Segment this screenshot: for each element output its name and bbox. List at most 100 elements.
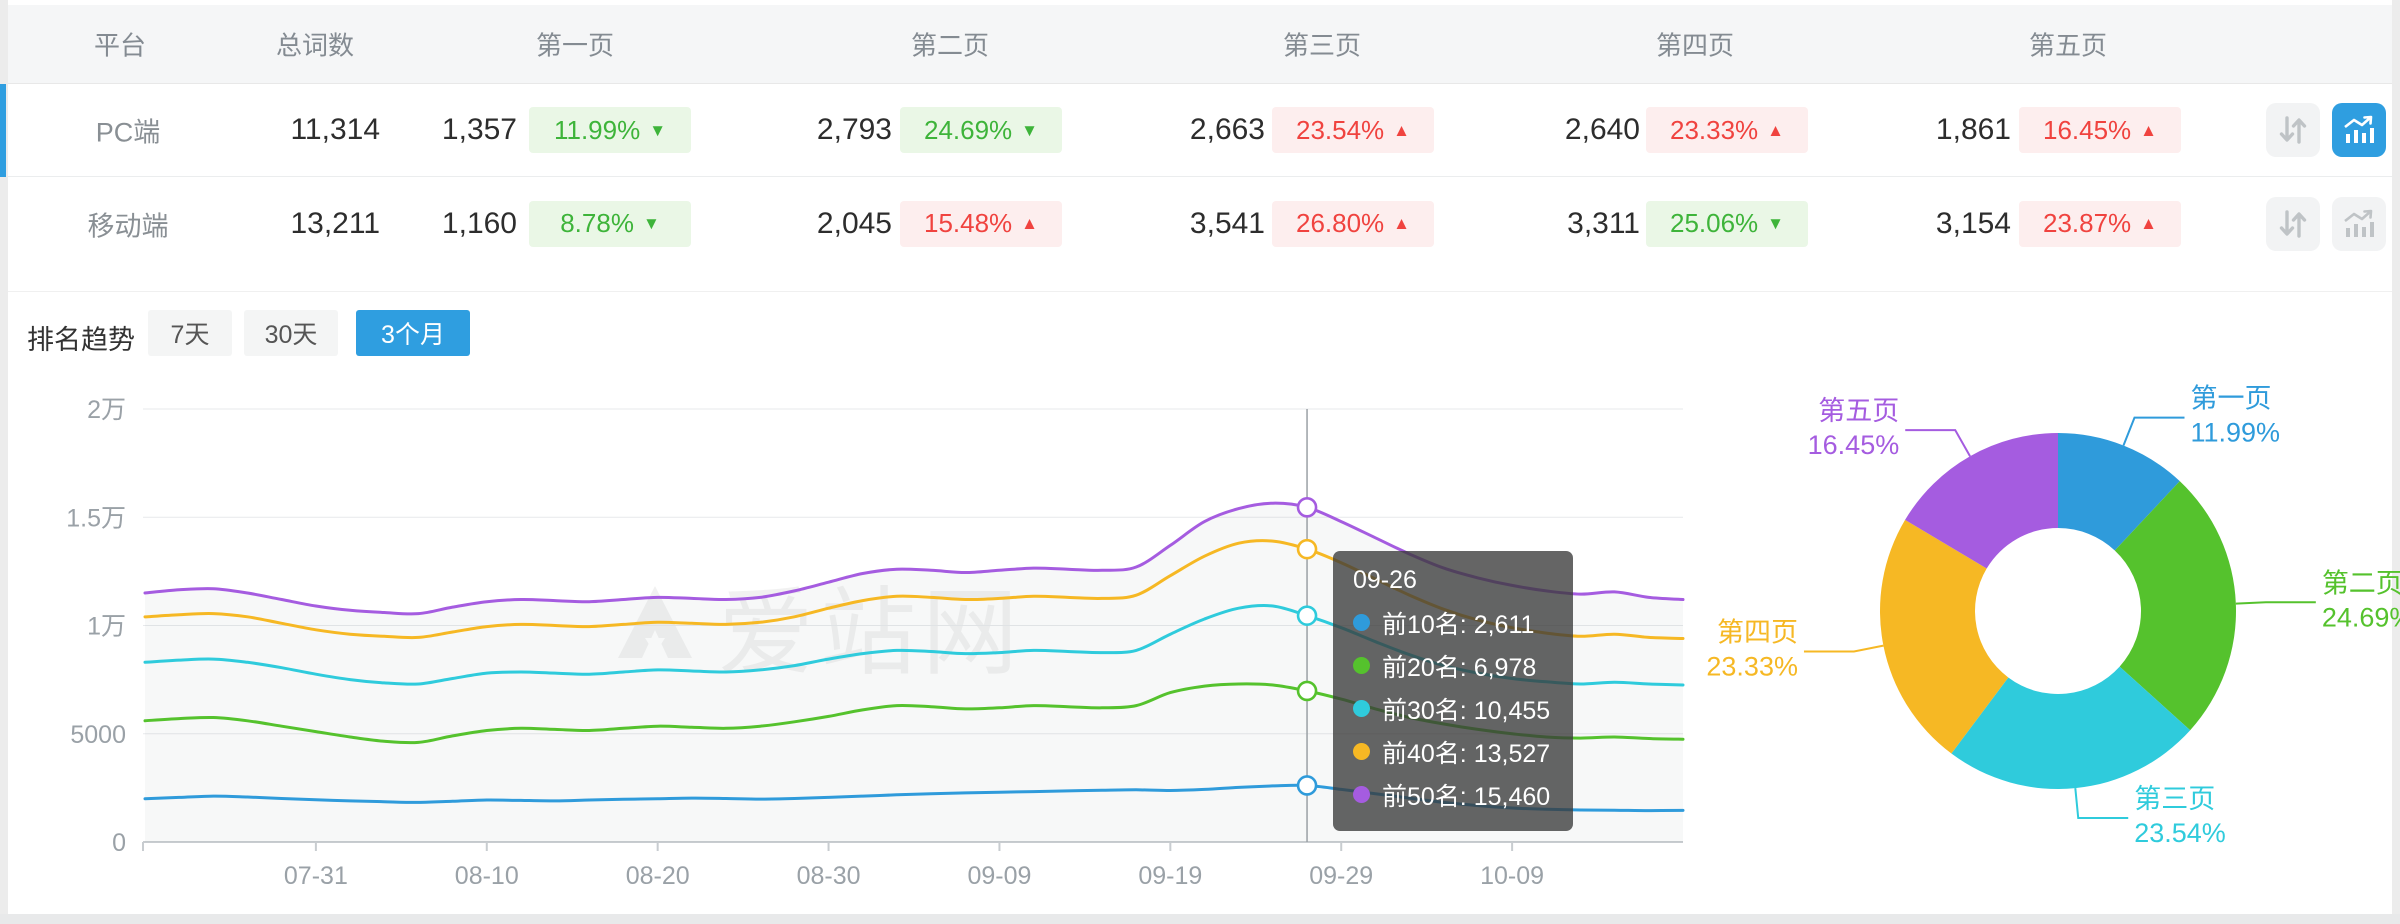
platform-label: 移动端 [87, 211, 169, 241]
series-color-dot [1353, 614, 1370, 631]
page5-pct-badge: 16.45% ▲ [2019, 107, 2181, 153]
donut-label-pct: 24.69% [2322, 602, 2400, 632]
page-margin-left [0, 0, 8, 924]
x-axis-label: 08-20 [626, 862, 690, 890]
rank-trend-line-chart[interactable]: 0 5000 1万 1.5万 2万 07-31 08-10 08-20 08-30 09-09 09… [0, 380, 1760, 910]
tooltip-series-value: 前40名: 13,527 [1382, 739, 1551, 768]
selected-row-accent [0, 84, 6, 177]
hover-marker-前40名 [1296, 538, 1318, 560]
pct-value: 23.87% [2042, 208, 2132, 238]
donut-slice-第四页[interactable] [1880, 519, 2009, 754]
table-header: 平台 总词数 第一页 第二页 第三页 第四页 第五页 [8, 5, 2392, 84]
donut-slice-第二页[interactable] [2114, 481, 2236, 731]
tab-range-3m[interactable]: 3个月 [356, 310, 470, 356]
donut-label-pct: 23.54% [2134, 818, 2226, 848]
tooltip-series-row: 前50名: 15,460 [1353, 773, 1553, 816]
page3-count: 3,541 [1189, 206, 1265, 240]
page5-count: 3,154 [1935, 206, 2011, 240]
y-axis-label: 2万 [87, 396, 126, 424]
pct-value: 16.45% [2042, 114, 2132, 145]
page-distribution-donut-chart[interactable]: 第一页 11.99% 第二页 24.69% 第三页 23.54% 第四页 23.33% 第五页 1… [1630, 380, 2400, 910]
x-axis-label: 08-30 [797, 862, 861, 890]
show-trend-chart-button[interactable] [2332, 196, 2386, 251]
tooltip-series-value: 前20名: 6,978 [1382, 653, 1537, 682]
x-axis-label: 09-19 [1138, 862, 1202, 890]
sort-compare-button[interactable] [2266, 103, 2320, 157]
donut-label-line [2122, 416, 2185, 446]
pct-value: 15.48% [923, 208, 1013, 238]
donut-label-line [1803, 644, 1884, 653]
series-color-dot [1353, 700, 1370, 717]
page2-count: 2,793 [816, 113, 892, 146]
page4-count: 3,311 [1567, 206, 1640, 240]
series-color-dot [1353, 786, 1370, 803]
trend-down-icon: ▼ [649, 120, 667, 140]
trend-up-icon: ▲ [1021, 214, 1038, 233]
trend-up-icon: ▲ [1393, 214, 1410, 233]
pct-value: 25.06% [1669, 208, 1759, 238]
tooltip-series-row: 前10名: 2,611 [1353, 601, 1553, 644]
tab-range-30d[interactable]: 30天 [244, 310, 338, 356]
page4-pct-badge: 23.33% ▲ [1646, 107, 1808, 153]
page4-pct-badge: 25.06% ▼ [1646, 200, 1808, 247]
trend-section-title: 排名趋势 [27, 325, 135, 355]
table-bottom-divider [8, 291, 2392, 292]
donut-label-name: 第五页 [1818, 396, 1899, 426]
trend-up-icon: ▲ [2140, 120, 2157, 140]
col-header-page4: 第四页 [1655, 30, 1735, 61]
donut-slice-第一页[interactable] [2058, 433, 2180, 551]
donut-label-name: 第三页 [2134, 784, 2215, 814]
tab-range-7d[interactable]: 7天 [148, 310, 232, 356]
tooltip-series-row: 前30名: 10,455 [1353, 687, 1553, 730]
y-axis-label: 1万 [87, 613, 126, 641]
page3-pct-badge: 26.80% ▲ [1272, 200, 1434, 247]
page5-count: 1,861 [1935, 113, 2011, 146]
y-axis-label: 0 [112, 829, 126, 857]
page2-pct-badge: 24.69% ▼ [900, 107, 1062, 153]
hover-marker-前20名 [1296, 680, 1318, 702]
donut-label-name: 第二页 [2322, 568, 2400, 598]
tooltip-series-row: 前40名: 13,527 [1353, 730, 1553, 773]
page-margin-right [2392, 0, 2400, 924]
y-axis-label: 1.5万 [66, 504, 126, 532]
x-axis-label: 07-31 [284, 862, 348, 890]
page3-pct-badge: 23.54% ▲ [1272, 107, 1434, 153]
tooltip-series-value: 前30名: 10,455 [1382, 696, 1551, 725]
page2-pct-badge: 15.48% ▲ [900, 200, 1062, 247]
table-row-mobile[interactable]: 移动端 13,211 1,160 2,045 3,541 3,311 3,154… [8, 177, 2392, 270]
trend-up-icon: ▲ [2140, 214, 2157, 233]
donut-label-line [2074, 788, 2129, 820]
show-trend-chart-button[interactable] [2332, 103, 2386, 157]
trend-up-icon: ▲ [1393, 120, 1410, 140]
total-words-value: 13,211 [290, 206, 380, 240]
donut-label-name: 第一页 [2191, 384, 2272, 414]
table-row-pc[interactable]: PC端 11,314 1,357 2,793 2,663 2,640 1,861… [8, 84, 2392, 177]
page1-pct-badge: 8.78% ▼ [529, 200, 691, 247]
trend-down-icon: ▼ [1021, 120, 1038, 140]
hover-marker-前30名 [1296, 605, 1318, 626]
tooltip-series-value: 前10名: 2,611 [1382, 610, 1535, 639]
sort-compare-button[interactable] [2266, 196, 2320, 251]
donut-label-line [1905, 429, 1971, 457]
x-axis-label: 09-09 [967, 862, 1031, 890]
trend-down-icon: ▼ [1767, 214, 1784, 233]
donut-label-pct: 16.45% [1808, 430, 1900, 460]
trend-down-icon: ▼ [642, 214, 660, 233]
col-header-page2: 第二页 [910, 30, 990, 61]
pct-value: 11.99% [553, 114, 641, 145]
donut-slice-第三页[interactable] [1951, 666, 2191, 789]
pct-value: 23.54% [1295, 114, 1385, 145]
col-header-page5: 第五页 [2028, 30, 2108, 61]
pct-value: 24.69% [923, 114, 1013, 145]
col-header-page1: 第一页 [535, 30, 615, 61]
tooltip-series-value: 前50名: 15,460 [1382, 782, 1551, 811]
tooltip-date: 09-26 [1353, 566, 1417, 594]
donut-label-pct: 23.33% [1706, 651, 1798, 681]
pct-value: 23.33% [1669, 114, 1759, 145]
y-axis-label: 5000 [70, 721, 126, 749]
col-header-total: 总词数 [275, 30, 355, 61]
page3-count: 2,663 [1189, 113, 1265, 146]
donut-slice-第五页[interactable] [1905, 433, 2058, 569]
pct-value: 26.80% [1295, 208, 1385, 238]
